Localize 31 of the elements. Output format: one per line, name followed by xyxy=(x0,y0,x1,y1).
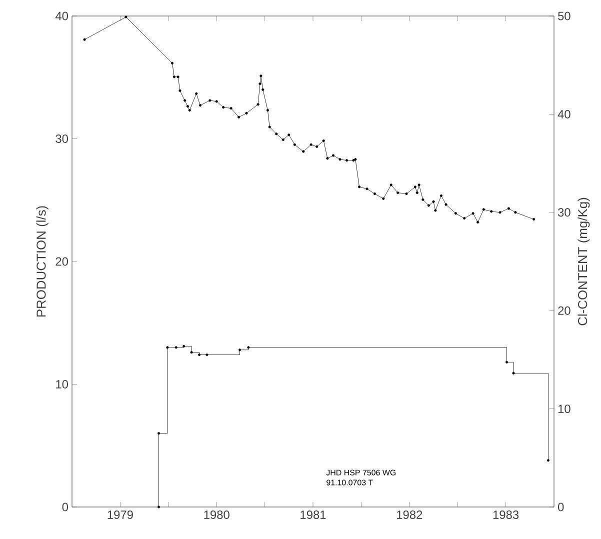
y2-tick-label: 0 xyxy=(558,502,564,512)
x-tick-label: 1980 xyxy=(204,510,230,519)
point xyxy=(238,348,242,352)
y2-tick-label: 30 xyxy=(558,208,570,217)
y-tick-label: 0 xyxy=(62,502,68,512)
point xyxy=(505,360,508,364)
x-tick-label: 1981 xyxy=(300,510,326,519)
y2-tick-label: 40 xyxy=(558,110,570,118)
x-tick-label: 1982 xyxy=(397,510,422,519)
x-tick-label: 1983 xyxy=(493,510,519,519)
y2-tick-label: 50 xyxy=(558,12,570,20)
point xyxy=(247,346,250,349)
point xyxy=(198,353,201,356)
point xyxy=(174,346,178,349)
point xyxy=(190,351,193,354)
point xyxy=(182,344,186,348)
point xyxy=(512,372,515,374)
y2-axis-title: Cl-CONTENT (mg/Kg) xyxy=(578,198,590,326)
x-tick-label: 1979 xyxy=(108,510,133,519)
y-axis-title: PRODUCTION (l/s) xyxy=(36,206,48,317)
point xyxy=(166,346,169,349)
y2-tick-label: 10 xyxy=(558,404,570,414)
y-tick-label: 30 xyxy=(56,134,68,143)
point xyxy=(157,506,160,508)
y-tick-label: 10 xyxy=(56,380,68,388)
point xyxy=(157,432,160,435)
y-tick-label: 40 xyxy=(55,12,68,20)
point xyxy=(546,459,550,462)
y-tick-label: 20 xyxy=(56,257,68,266)
y2-tick-label: 20 xyxy=(558,306,570,315)
point xyxy=(206,353,208,356)
